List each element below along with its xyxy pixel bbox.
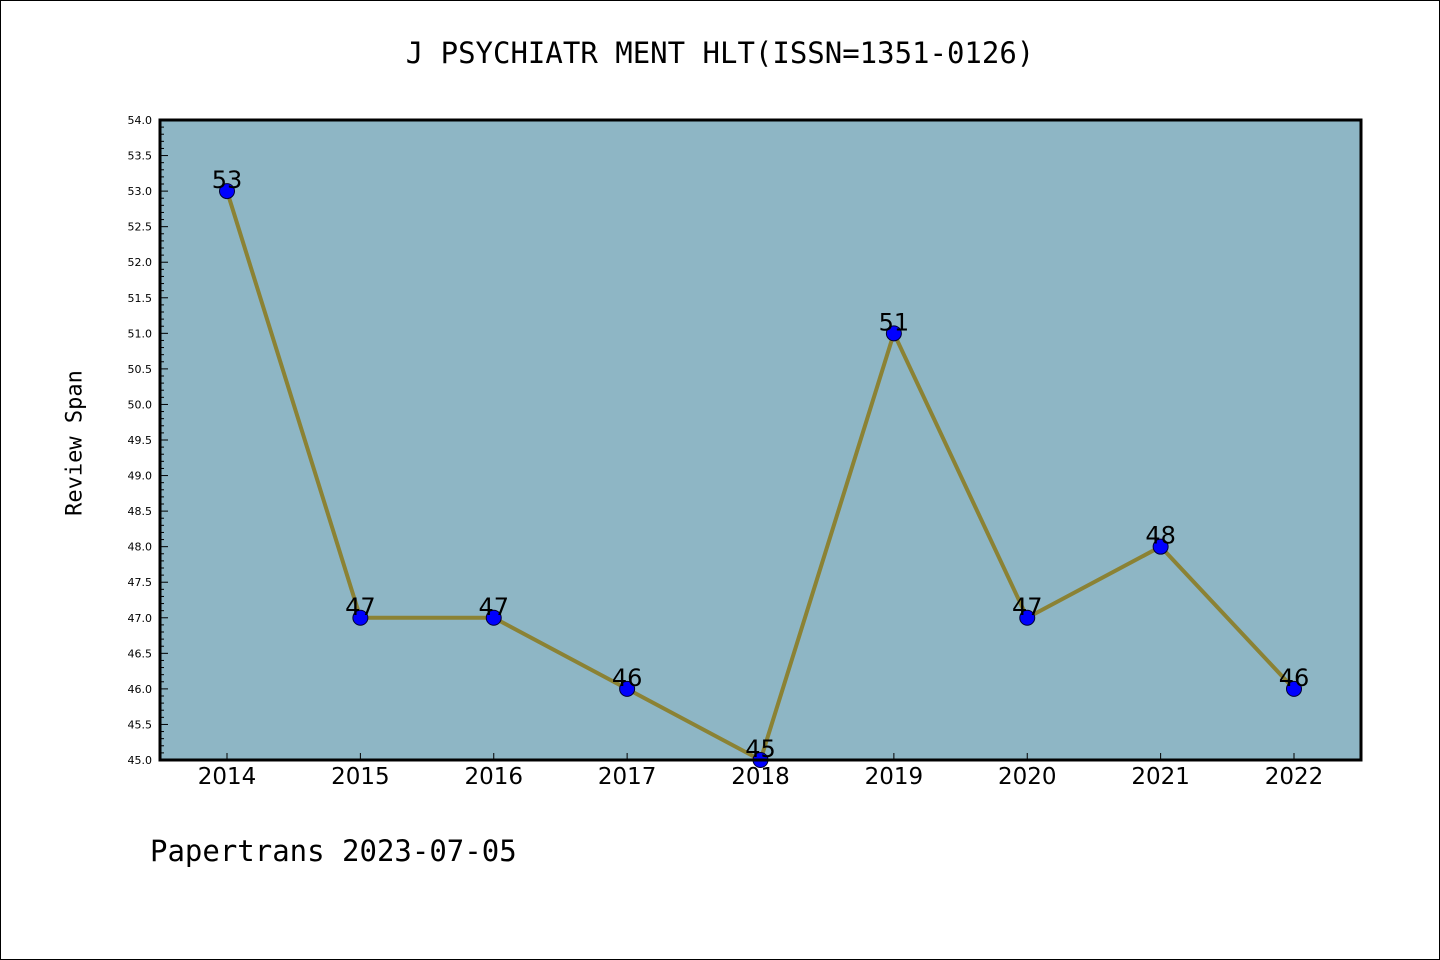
y-tick-label: 54.0 [128, 114, 153, 127]
data-label: 48 [1145, 522, 1176, 550]
x-tick-label: 2019 [865, 764, 924, 790]
y-tick-label: 45.5 [128, 718, 153, 731]
y-axis-ticks: 45.0 45.5 46.0 46.5 47.0 47.5 48.0 48.5 49.0 49.5… [128, 114, 168, 767]
data-label: 51 [879, 308, 910, 336]
data-label: 47 [345, 593, 376, 621]
y-tick-label: 48.0 [128, 541, 153, 554]
y-tick-label: 52.0 [128, 256, 153, 269]
x-tick-label: 2022 [1265, 764, 1324, 790]
chart-title: J PSYCHIATR MENT HLT(ISSN=1351-0126) [405, 36, 1035, 70]
x-tick-label: 2017 [598, 764, 657, 790]
data-markers [219, 183, 1302, 768]
x-axis-ticks: 2014 2015 2016 2017 2018 2019 2020 2021 2022 [198, 753, 1324, 790]
y-tick-label: 46.5 [128, 647, 153, 660]
y-tick-label: 53.0 [128, 185, 153, 198]
x-tick-label: 2020 [998, 764, 1057, 790]
x-tick-label: 2021 [1131, 764, 1190, 790]
x-tick-label: 2014 [198, 764, 257, 790]
y-tick-label: 47.0 [128, 612, 153, 625]
data-labels: 53 47 47 46 45 51 47 48 46 [212, 166, 1310, 763]
data-label: 53 [212, 166, 243, 194]
y-tick-label: 47.5 [128, 576, 153, 589]
x-tick-label: 2018 [731, 764, 790, 790]
x-tick-label: 2016 [464, 764, 523, 790]
y-tick-label: 45.0 [128, 754, 153, 767]
plot-border [158, 118, 1363, 762]
y-tick-label: 48.5 [128, 505, 153, 518]
y-tick-label: 50.0 [128, 398, 153, 411]
y-tick-label: 51.0 [128, 327, 153, 340]
data-point [885, 325, 902, 342]
data-point [619, 680, 636, 697]
data-point [219, 183, 235, 200]
data-point [485, 609, 502, 626]
data-point [1152, 538, 1169, 555]
y-tick-label: 49.5 [128, 434, 153, 447]
data-label: 47 [478, 593, 509, 621]
data-point [1286, 680, 1302, 697]
y-tick-label: 46.0 [128, 683, 153, 696]
data-label: 46 [612, 664, 643, 692]
y-tick-label: 51.5 [128, 292, 153, 305]
plot-area [160, 120, 1361, 760]
y-tick-label: 50.5 [128, 363, 153, 376]
x-tick-label: 2015 [331, 764, 390, 790]
y-tick-label: 49.0 [128, 470, 153, 483]
footer-credit: Papertrans 2023-07-05 [150, 834, 517, 868]
data-point [1019, 609, 1036, 626]
data-point [352, 609, 369, 626]
y-tick-label: 53.5 [128, 150, 153, 163]
data-label: 47 [1012, 593, 1043, 621]
data-label: 45 [745, 735, 776, 763]
y-tick-label: 52.5 [128, 221, 153, 234]
data-label: 46 [1279, 664, 1310, 692]
